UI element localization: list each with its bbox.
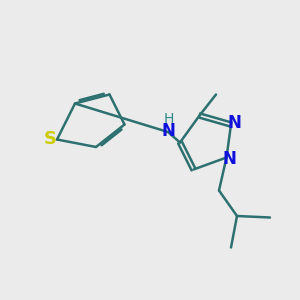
Text: S: S (44, 130, 57, 148)
Text: N: N (227, 114, 241, 132)
Text: N: N (161, 122, 175, 140)
Text: N: N (223, 150, 236, 168)
Text: H: H (164, 112, 174, 126)
